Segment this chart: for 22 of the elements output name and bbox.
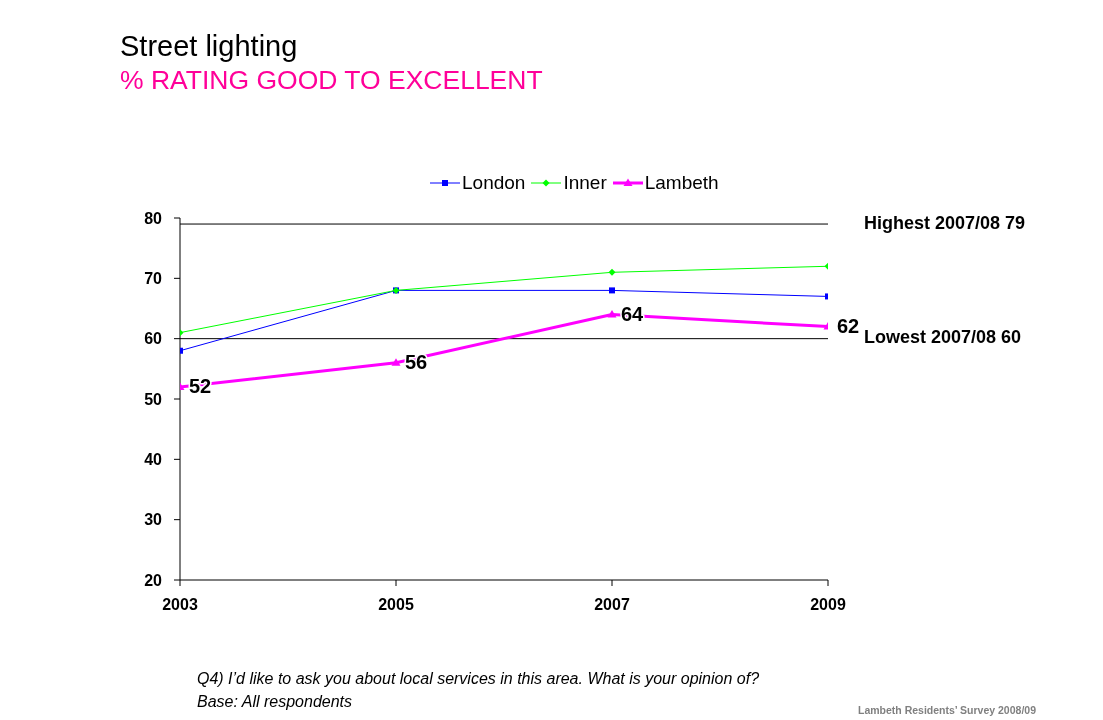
- ref-line-label: Highest 2007/08 79: [864, 212, 1026, 233]
- y-tick-label: 20: [144, 571, 163, 589]
- text: Base: All respondents: [197, 693, 353, 711]
- chart-title: Street lighting: [120, 30, 298, 63]
- y-tick-label: 40: [144, 451, 163, 469]
- y-tick-label: 30: [144, 511, 163, 529]
- y-tick-label: 80: [144, 209, 163, 227]
- x-tick-label: 2005: [378, 596, 414, 614]
- y-tick-label: 70: [144, 270, 163, 288]
- chart-subtitle: % RATING GOOD TO EXCELLENT: [120, 65, 543, 96]
- data-label: 62: [837, 314, 860, 337]
- x-tick-label: 2003: [162, 596, 198, 614]
- legend-label: Lambeth: [644, 172, 719, 194]
- y-tick-label: 50: [144, 390, 163, 408]
- legend-label: London: [462, 172, 526, 194]
- legend-label: Inner: [563, 172, 607, 194]
- text: Lambeth Residents’ Survey 2008/09: [857, 704, 1036, 716]
- ref-line-label: Lowest 2007/08 60: [864, 327, 1022, 348]
- text: Q4) I’d like to ask you about local services in this area. What is your opinion of?: [197, 670, 760, 688]
- x-tick-label: 2009: [810, 596, 846, 614]
- x-tick-label: 2007: [594, 596, 630, 614]
- y-tick-label: 60: [144, 330, 163, 348]
